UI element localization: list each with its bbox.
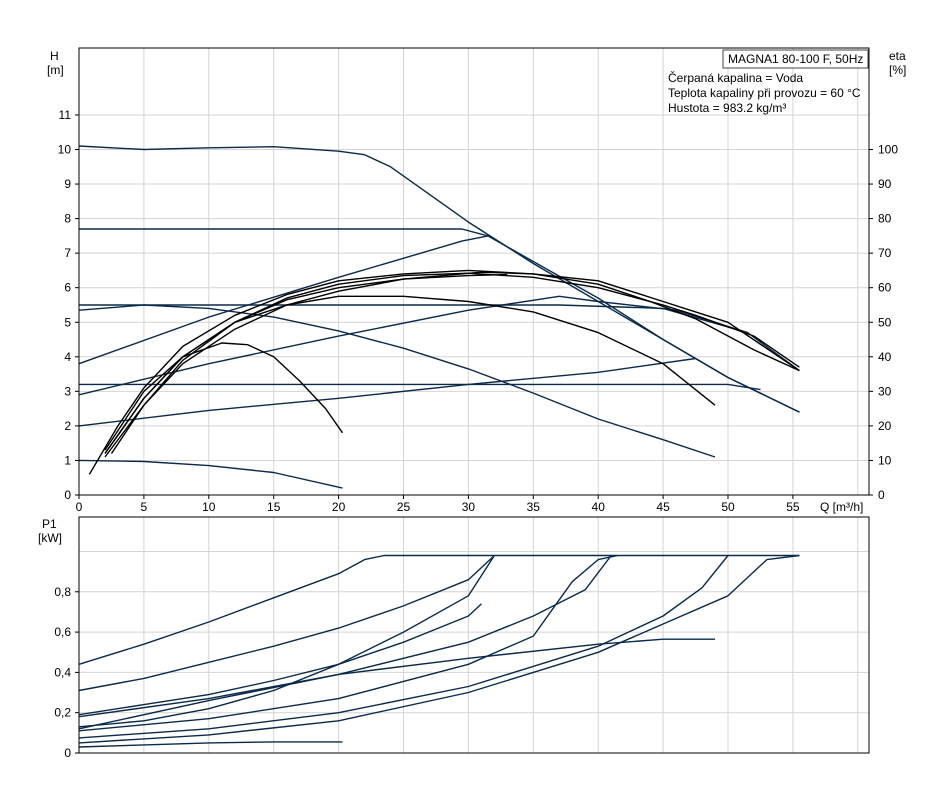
- efficiency-curve: [104, 295, 716, 454]
- y-left-tick-label: 2: [64, 419, 71, 433]
- y-left-tick-label: 10: [58, 143, 72, 157]
- y-right-tick-label: 20: [878, 419, 892, 433]
- efficiency-curve: [104, 342, 344, 451]
- top-grid: [79, 48, 869, 495]
- x-tick-label: 0: [76, 500, 83, 514]
- bottom-y-axis-name: P1: [42, 517, 57, 531]
- y-left-tick-label: 4: [64, 350, 71, 364]
- power-curve: [78, 741, 343, 748]
- info-title: MAGNA1 80-100 F, 50Hz: [728, 52, 863, 66]
- power-curve: [78, 603, 482, 716]
- y-right-tick-label: 10: [878, 453, 892, 467]
- y-left-tick-label: 11: [59, 108, 72, 122]
- x-tick-label: 5: [141, 500, 148, 514]
- power-curve: [78, 555, 729, 739]
- head-curve: [79, 228, 800, 413]
- x-tick-label: 45: [656, 500, 670, 514]
- y-left-tick-label: 1: [64, 453, 71, 467]
- info-line-density: Hustota = 983.2 kg/m³: [668, 101, 786, 115]
- y-right-tick-label: 70: [878, 246, 892, 260]
- power-curve: [78, 554, 800, 665]
- x-tick-label: 10: [202, 500, 216, 514]
- x-axis-label: Q [m³/h]: [820, 500, 863, 514]
- p1-tick-label: 0,2: [54, 706, 71, 720]
- bottom-y-axis-unit: [kW]: [38, 531, 62, 545]
- efficiency-curve: [104, 273, 508, 458]
- x-tick-label: 50: [721, 500, 735, 514]
- p1-tick-label: 0,6: [54, 625, 71, 639]
- top-y-axis-unit: [m]: [47, 63, 64, 77]
- head-curve: [78, 459, 343, 489]
- bottom-grid: [79, 517, 869, 753]
- y-right-tick-label: 100: [878, 143, 898, 157]
- head-curve: [78, 295, 748, 396]
- x-tick-label: 55: [786, 500, 800, 514]
- y-left-tick-label: 0: [64, 488, 71, 502]
- x-tick-label: 35: [527, 500, 541, 514]
- power-curve: [78, 554, 618, 732]
- info-title-box: [722, 49, 869, 69]
- x-tick-label: 25: [397, 500, 411, 514]
- power-curve: [78, 554, 495, 692]
- y-right-tick-label: 80: [878, 212, 892, 226]
- power-curve: [78, 555, 612, 718]
- y-left-tick-label: 6: [64, 281, 71, 295]
- x-tick-label: 20: [332, 500, 346, 514]
- y-right-tick-label: 50: [878, 315, 892, 329]
- bottom-plot-frame: [78, 516, 870, 754]
- y-right-tick-label: 90: [878, 177, 892, 191]
- power-curve: [78, 638, 715, 730]
- top-y-axis-name: H: [50, 49, 59, 63]
- x-tick-label: 40: [592, 500, 606, 514]
- info-line-fluid: Čerpaná kapalina = Voda: [668, 70, 803, 85]
- efficiency-curve: [110, 271, 800, 454]
- y-left-tick-label: 7: [64, 246, 71, 260]
- y-left-tick-label: 3: [64, 384, 71, 398]
- head-curve: [78, 304, 716, 458]
- right-y-axis-unit: [%]: [889, 63, 906, 77]
- power-curve: [78, 555, 495, 728]
- y-left-tick-label: 5: [64, 315, 71, 329]
- y-left-tick-label: 8: [64, 212, 71, 226]
- y-right-tick-label: 40: [878, 350, 892, 364]
- head-curve: [78, 145, 800, 413]
- y-left-tick-label: 9: [64, 177, 71, 191]
- right-y-axis-name: eta: [889, 49, 906, 63]
- power-curve: [78, 554, 800, 744]
- x-tick-label: 30: [462, 500, 476, 514]
- top-plot-frame: [78, 47, 870, 496]
- p1-tick-label: 0,8: [54, 585, 71, 599]
- p1-tick-label: 0: [64, 746, 71, 760]
- top-ticks: 0 5 10 15 20 25 30 35 40 45 50 55012345678910110102…: [58, 108, 899, 514]
- top-curves: [78, 145, 800, 489]
- head-curve: [79, 383, 761, 391]
- bottom-curves: [78, 554, 800, 748]
- bottom-ticks: 0 0,2 0,4 0,6 0,8: [54, 585, 79, 760]
- efficiency-curve: [88, 269, 800, 475]
- head-curve: [78, 357, 696, 427]
- y-right-tick-label: 30: [878, 384, 892, 398]
- y-right-tick-label: 60: [878, 281, 892, 295]
- info-line-temperature: Teplota kapaliny při provozu = 60 °C: [668, 86, 861, 100]
- y-right-tick-label: 0: [878, 488, 885, 502]
- x-tick-label: 15: [267, 500, 281, 514]
- head-curve: [78, 235, 489, 365]
- p1-tick-label: 0,4: [54, 665, 71, 679]
